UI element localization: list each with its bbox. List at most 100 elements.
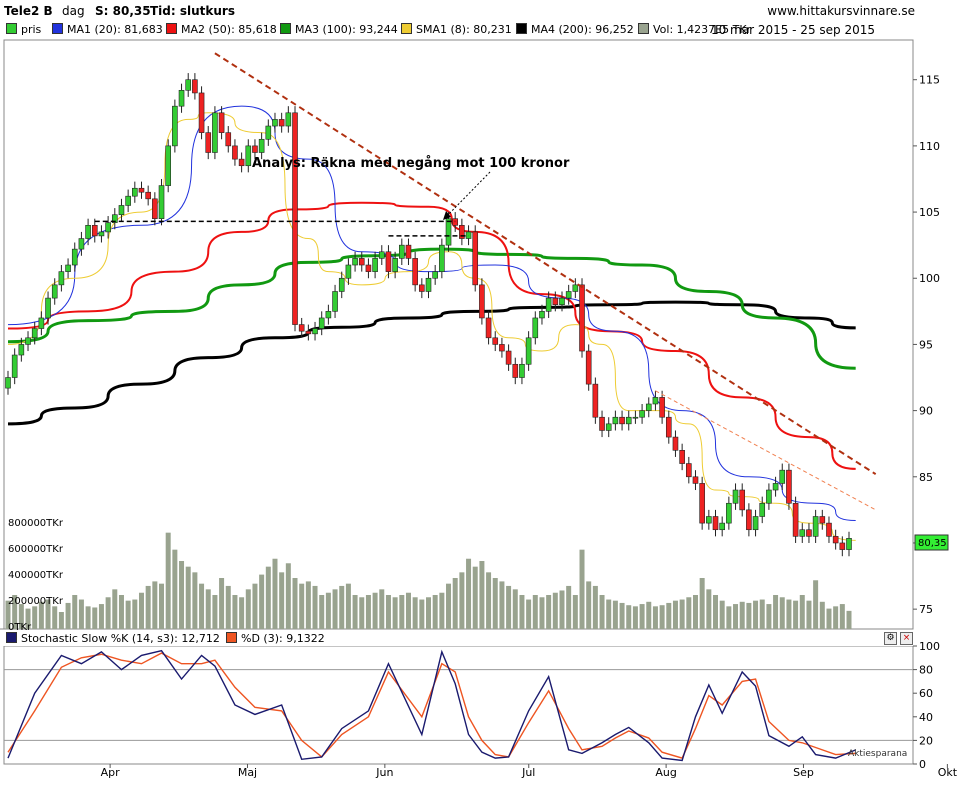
candle-up [779,469,786,484]
candle-up [285,112,292,127]
stochastic-k-line [7,649,856,762]
candle-up [105,222,111,233]
volume-bar [239,597,245,629]
candle-down [552,297,559,306]
annotation-arrow [442,171,491,221]
month-label: Aug [655,766,676,779]
volume-bar [65,602,71,629]
legend-pris: pris [6,23,41,36]
candle-down [619,416,625,425]
legend-swatch-icon [166,23,177,34]
volume-bar [519,595,525,629]
candle-up [652,397,659,405]
volume-bar [739,601,745,629]
volume-bar [232,595,238,629]
candle-up [65,264,71,272]
ma1-line [7,105,856,521]
volume-bar [419,599,425,629]
candle-up [332,291,338,312]
stochastic-tick-label: 40 [919,711,933,724]
volume-bar [205,589,211,629]
volume-bar [32,606,38,629]
candle-up [158,185,165,219]
legend-swatch-icon [6,632,17,643]
candle-up [325,311,332,319]
panel-close-icon[interactable]: × [900,632,913,645]
volume-bar [572,595,578,629]
legend-stoch-d: %D (3): 9,1322 [226,632,325,645]
legend-swatch-icon [516,23,527,34]
volume-bar [806,600,812,629]
panel-settings-icon[interactable]: ⚙ [884,632,897,645]
volume-bar [305,581,311,629]
candle-up [612,416,619,425]
date-range: 10 mar 2015 - 25 sep 2015 [710,23,875,37]
candle-up [766,489,772,504]
volume-bar [159,583,165,629]
candle-down [599,416,605,431]
volume-bar [192,572,198,629]
month-label: Jun [375,766,393,779]
volume-bar [12,595,18,629]
volume-bar [399,595,405,629]
volume-bar [726,606,732,629]
volume-tick-label: 400000TKr [8,570,64,581]
volume-bar [18,604,24,629]
trend-line [214,52,877,475]
candle-up [399,244,405,259]
candle-up [525,337,532,365]
candle-up [25,337,31,345]
candle-down [198,92,205,133]
legend-ma3: MA3 (100): 93,244 [280,23,398,36]
candle-down [152,198,158,219]
volume-bar [272,558,278,629]
candle-down [192,79,198,94]
price-tick-label: 95 [919,338,933,351]
stochastic-tick-label: 20 [919,734,933,747]
price-legend: pris MA1 (20): 81,683 MA2 (50): 85,618 M… [0,21,917,39]
volume-bar [446,583,452,629]
volume-bar [58,612,64,629]
volume-bar [426,597,431,629]
candle-down [385,251,392,272]
price-tick-label: 105 [919,206,940,219]
volume-bar [412,597,418,629]
volume-bar [839,604,845,629]
candle-up [639,410,645,418]
volume-bar [325,592,331,629]
candle-up [432,271,438,279]
volume-tick-label: 200000TKr [8,596,64,607]
type-label: Tid: slutkurs [150,4,235,18]
volume-bar [646,601,652,629]
volume-bar [552,592,558,629]
volume-bar [112,589,118,629]
price-tick-label: 75 [919,603,933,616]
volume-bar [265,566,271,629]
candle-down [298,324,305,332]
ma4-line [7,300,856,426]
volume-bar [759,599,765,629]
candle-down [579,284,585,352]
candle-up [45,297,51,319]
candle-down [91,225,98,237]
volume-bar [639,604,645,629]
legend-swatch-icon [638,23,649,34]
candle-up [258,138,265,153]
volume-bar [472,566,478,629]
candle-down [405,244,412,259]
site-label[interactable]: www.hittakursvinnare.se [767,4,915,18]
volume-bar [365,595,371,629]
volume-bar [352,595,358,629]
volume-bar [339,585,345,629]
candle-down [138,187,145,193]
volume-bar [138,592,144,629]
candle-down [499,344,505,352]
volume-bar [245,589,251,629]
volume-bar [773,595,779,629]
candle-up [338,277,345,292]
chart-header: Tele2 B dag S: 80,35 Tid: slutkurs www.h… [0,0,957,21]
volume-bar [539,597,545,629]
candle-up [759,502,766,517]
volume-bar [72,595,78,629]
